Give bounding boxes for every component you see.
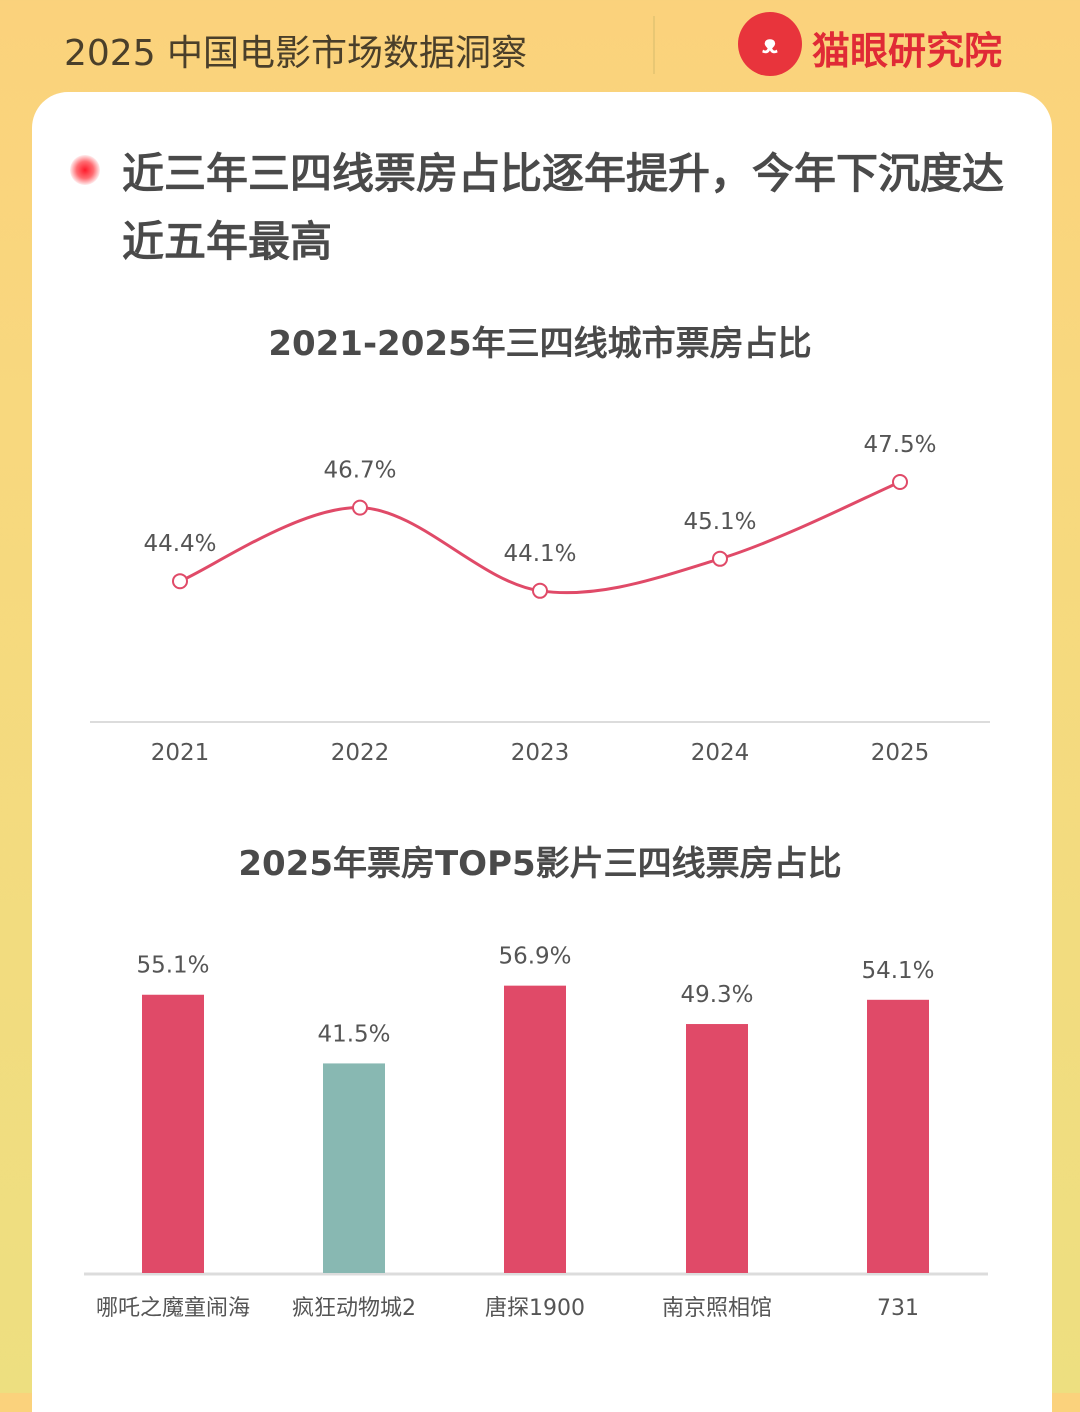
bar: [867, 999, 929, 1273]
report-title: 2025 中国电影市场数据洞察: [64, 33, 528, 74]
data-point: [172, 573, 188, 590]
data-label: 44.1%: [503, 541, 576, 567]
x-tick-label: 唐探1900: [485, 1296, 585, 1321]
x-tick-label: 2024: [691, 740, 750, 766]
header: 2025 中国电影市场数据洞察 ᴥ 猫眼研究院: [0, 0, 1080, 92]
data-label: 46.7%: [323, 458, 396, 484]
series-line: [179, 480, 901, 595]
x-tick-label: 731: [877, 1296, 919, 1321]
data-point: [532, 582, 548, 599]
brand-name: 猫眼研究院: [812, 29, 1003, 73]
x-tick-label: 2025: [871, 740, 930, 766]
bullet-dot-icon: [70, 155, 100, 185]
data-label: 41.5%: [317, 1021, 390, 1047]
data-label: 44.4%: [143, 531, 216, 557]
bar: [142, 994, 204, 1273]
data-point: [352, 499, 368, 516]
data-label: 54.1%: [861, 958, 934, 984]
data-label: 47.5%: [863, 432, 936, 458]
x-tick-label: 2023: [511, 740, 570, 766]
data-point: [712, 550, 728, 567]
x-tick-label: 南京照相馆: [662, 1296, 772, 1321]
headline: 近三年三四线票房占比逐年提升，今年下沉度达近五年最高: [122, 149, 1005, 266]
x-tick-label: 哪吒之魔童闹海: [96, 1296, 250, 1321]
bar-chart-title: 2025年票房TOP5影片三四线票房占比: [238, 844, 842, 884]
bar: [504, 985, 566, 1273]
bar: [686, 1024, 748, 1273]
x-tick-label: 疯狂动物城2: [292, 1296, 416, 1321]
data-label: 45.1%: [683, 509, 756, 535]
x-tick-label: 2021: [151, 740, 210, 766]
data-point: [892, 474, 908, 490]
header-divider: [653, 16, 655, 74]
data-label: 49.3%: [680, 982, 753, 1008]
data-label: 55.1%: [136, 953, 209, 979]
x-tick-label: 2022: [331, 740, 390, 766]
line-chart-title: 2021-2025年三四线城市票房占比: [268, 324, 812, 364]
bar: [323, 1063, 385, 1273]
data-label: 56.9%: [498, 944, 571, 970]
cat-face-icon: ᴥ: [738, 12, 802, 76]
